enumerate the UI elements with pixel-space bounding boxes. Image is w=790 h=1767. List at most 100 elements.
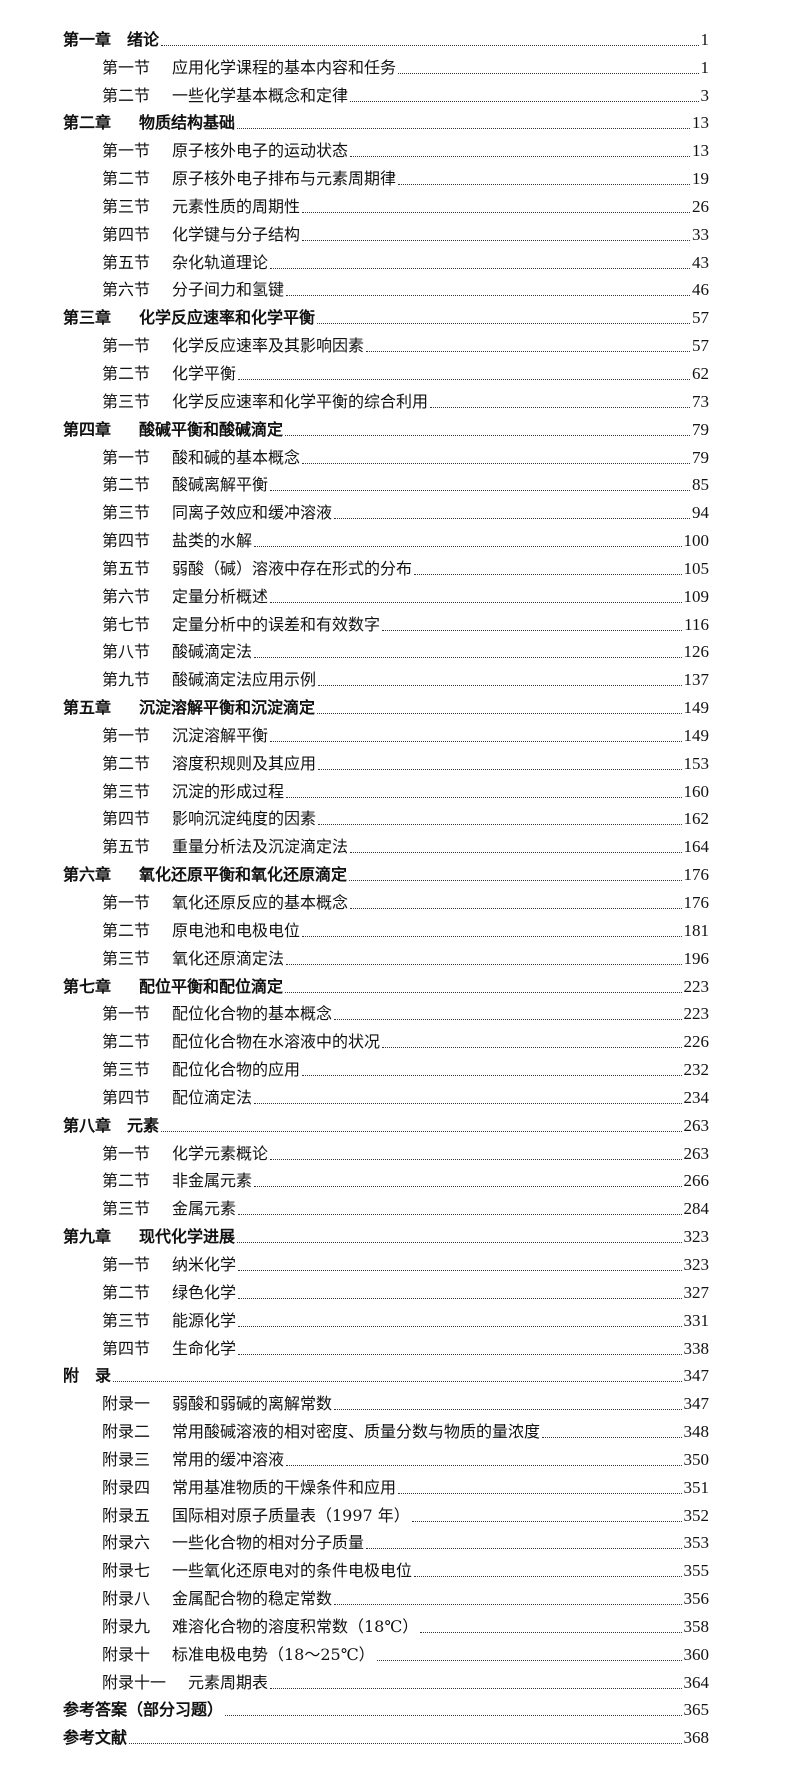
entry-label: 附录三 xyxy=(102,1449,151,1469)
toc-section-entry[interactable]: 第四节 生命化学 338 xyxy=(63,1331,709,1359)
toc-chapter-entry[interactable]: 第一章 绪论 1 xyxy=(63,22,709,50)
toc-section-entry[interactable]: 第二节 酸碱离解平衡 85 xyxy=(63,468,709,496)
toc-section-entry[interactable]: 附录十 标准电极电势（18～25℃） 360 xyxy=(63,1637,709,1665)
toc-section-entry[interactable]: 第二节 非金属元素 266 xyxy=(63,1164,709,1192)
page-number: 263 xyxy=(683,1143,710,1163)
dot-leader xyxy=(366,350,690,353)
toc-section-entry[interactable]: 附录一 弱酸和弱碱的离解常数 347 xyxy=(63,1386,709,1414)
toc-section-entry[interactable]: 附录四 常用基准物质的干燥条件和应用 351 xyxy=(63,1470,709,1498)
page-number: 350 xyxy=(683,1449,710,1469)
toc-section-entry[interactable]: 第六节 定量分析概述 109 xyxy=(63,579,709,607)
toc-section-entry[interactable]: 第四节 配位滴定法 234 xyxy=(63,1080,709,1108)
dot-leader xyxy=(161,44,699,46)
toc-section-entry[interactable]: 第一节 氧化还原反应的基本概念 176 xyxy=(63,885,709,913)
toc-section-entry[interactable]: 第五节 重量分析法及沉淀滴定法 164 xyxy=(63,829,709,857)
dot-leader xyxy=(420,1631,682,1633)
entry-title: 配位化合物的基本概念 xyxy=(172,1004,333,1024)
page-number: 327 xyxy=(683,1282,710,1302)
page-number: 126 xyxy=(683,642,710,662)
toc-section-entry[interactable]: 第一节 应用化学课程的基本内容和任务 1 xyxy=(63,50,709,78)
toc-section-entry[interactable]: 第四节 化学键与分子结构 33 xyxy=(63,217,709,245)
toc-section-entry[interactable]: 第三节 元素性质的周期性 26 xyxy=(63,189,709,217)
toc-section-entry[interactable]: 附录六 一些化合物的相对分子质量 353 xyxy=(63,1526,709,1554)
toc-section-entry[interactable]: 附录五 国际相对原子质量表（1997 年） 352 xyxy=(63,1498,709,1526)
entry-label: 第六章 xyxy=(63,865,112,885)
toc-section-entry[interactable]: 第二节 溶度积规则及其应用 153 xyxy=(63,746,709,774)
toc-section-entry[interactable]: 第一节 配位化合物的基本概念 223 xyxy=(63,997,709,1025)
toc-section-entry[interactable]: 第四节 影响沉淀纯度的因素 162 xyxy=(63,802,709,830)
toc-section-entry[interactable]: 附录七 一些氧化还原电对的条件电极电位 355 xyxy=(63,1553,709,1581)
toc-section-entry[interactable]: 第三节 金属元素 284 xyxy=(63,1191,709,1219)
toc-section-entry[interactable]: 第三节 沉淀的形成过程 160 xyxy=(63,774,709,802)
toc-chapter-entry[interactable]: 第四章 酸碱平衡和酸碱滴定 79 xyxy=(63,412,709,440)
entry-title: 弱酸（碱）溶液中存在形式的分布 xyxy=(172,558,413,578)
toc-section-entry[interactable]: 第一节 化学反应速率及其影响因素 57 xyxy=(63,328,709,356)
toc-section-entry[interactable]: 第二节 原电池和电极电位 181 xyxy=(63,913,709,941)
toc-section-entry[interactable]: 第一节 纳米化学 323 xyxy=(63,1247,709,1275)
toc-section-entry[interactable]: 第六节 分子间力和氢键 46 xyxy=(63,273,709,301)
toc-section-entry[interactable]: 第三节 配位化合物的应用 232 xyxy=(63,1052,709,1080)
toc-section-entry[interactable]: 第三节 能源化学 331 xyxy=(63,1303,709,1331)
page-number: 232 xyxy=(683,1060,710,1080)
page-number: 284 xyxy=(683,1199,710,1219)
toc-chapter-entry[interactable]: 第二章 物质结构基础 13 xyxy=(63,106,709,134)
toc-chapter-entry[interactable]: 第三章 化学反应速率和化学平衡 57 xyxy=(63,300,709,328)
toc-section-entry[interactable]: 第二节 配位化合物在水溶液中的状况 226 xyxy=(63,1024,709,1052)
entry-title: 沉淀的形成过程 xyxy=(172,781,285,801)
entry-label: 第二节 xyxy=(102,85,151,105)
entry-title: 定量分析概述 xyxy=(172,586,269,606)
toc-chapter-entry[interactable]: 参考文献 368 xyxy=(63,1720,709,1748)
entry-label: 第二节 xyxy=(102,753,151,773)
toc-section-entry[interactable]: 附录十一 元素周期表 364 xyxy=(63,1665,709,1693)
toc-section-entry[interactable]: 第二节 原子核外电子排布与元素周期律 19 xyxy=(63,161,709,189)
toc-section-entry[interactable]: 第三节 化学反应速率和化学平衡的综合利用 73 xyxy=(63,384,709,412)
toc-section-entry[interactable]: 第八节 酸碱滴定法 126 xyxy=(63,635,709,663)
toc-section-entry[interactable]: 第四节 盐类的水解 100 xyxy=(63,523,709,551)
dot-leader xyxy=(238,1213,682,1216)
entry-label: 附录六 xyxy=(102,1533,151,1553)
toc-section-entry[interactable]: 第五节 弱酸（碱）溶液中存在形式的分布 105 xyxy=(63,551,709,579)
toc-section-entry[interactable]: 第一节 酸和碱的基本概念 79 xyxy=(63,440,709,468)
toc-section-entry[interactable]: 第五节 杂化轨道理论 43 xyxy=(63,245,709,273)
entry-title: 化学键与分子结构 xyxy=(172,224,301,244)
toc-section-entry[interactable]: 第一节 沉淀溶解平衡 149 xyxy=(63,718,709,746)
entry-label: 第三节 xyxy=(102,391,151,411)
toc-chapter-entry[interactable]: 第六章 氧化还原平衡和氧化还原滴定 176 xyxy=(63,857,709,885)
toc-section-entry[interactable]: 第一节 原子核外电子的运动状态 13 xyxy=(63,133,709,161)
toc-chapter-entry[interactable]: 第八章 元素 263 xyxy=(63,1108,709,1136)
entry-label: 第六节 xyxy=(102,586,151,606)
page-number: 105 xyxy=(683,558,710,578)
dot-leader xyxy=(398,1492,682,1494)
toc-chapter-entry[interactable]: 参考答案（部分习题） 365 xyxy=(63,1693,709,1721)
toc-section-entry[interactable]: 第二节 一些化学基本概念和定律 3 xyxy=(63,78,709,106)
toc-section-entry[interactable]: 附录八 金属配合物的稳定常数 356 xyxy=(63,1581,709,1609)
page-number: 338 xyxy=(683,1338,710,1358)
toc-section-entry[interactable]: 第二节 绿色化学 327 xyxy=(63,1275,709,1303)
page-number: 73 xyxy=(692,391,709,411)
dot-leader xyxy=(350,907,682,909)
toc-section-entry[interactable]: 第三节 氧化还原滴定法 196 xyxy=(63,941,709,969)
toc-section-entry[interactable]: 第三节 同离子效应和缓冲溶液 94 xyxy=(63,495,709,523)
dot-leader xyxy=(254,1185,682,1188)
entry-title: 难溶化合物的溶度积常数（18℃） xyxy=(172,1616,419,1636)
toc-section-entry[interactable]: 附录三 常用的缓冲溶液 350 xyxy=(63,1442,709,1470)
toc-chapter-entry[interactable]: 第七章 配位平衡和配位滴定 223 xyxy=(63,969,709,997)
toc-section-entry[interactable]: 第二节 化学平衡 62 xyxy=(63,356,709,384)
dot-leader xyxy=(318,823,682,826)
entry-title: 酸和碱的基本概念 xyxy=(172,447,301,467)
toc-chapter-entry[interactable]: 第九章 现代化学进展 323 xyxy=(63,1219,709,1247)
toc-section-entry[interactable]: 附录九 难溶化合物的溶度积常数（18℃） 358 xyxy=(63,1609,709,1637)
entry-title: 元素周期表 xyxy=(188,1672,269,1692)
toc-section-entry[interactable]: 第七节 定量分析中的误差和有效数字 116 xyxy=(63,607,709,635)
toc-section-entry[interactable]: 第一节 化学元素概论 263 xyxy=(63,1136,709,1164)
page-number: 13 xyxy=(692,141,709,161)
entry-label: 附录一 xyxy=(102,1394,151,1414)
entry-label: 第六节 xyxy=(102,280,151,300)
page-number: 13 xyxy=(692,113,709,133)
toc-section-entry[interactable]: 第九节 酸碱滴定法应用示例 137 xyxy=(63,662,709,690)
toc-chapter-entry[interactable]: 附 录 347 xyxy=(63,1359,709,1387)
page-number: 234 xyxy=(683,1087,710,1107)
toc-section-entry[interactable]: 附录二 常用酸碱溶液的相对密度、质量分数与物质的量浓度 348 xyxy=(63,1414,709,1442)
toc-chapter-entry[interactable]: 第五章 沉淀溶解平衡和沉淀滴定 149 xyxy=(63,690,709,718)
entry-label: 第二节 xyxy=(102,1282,151,1302)
